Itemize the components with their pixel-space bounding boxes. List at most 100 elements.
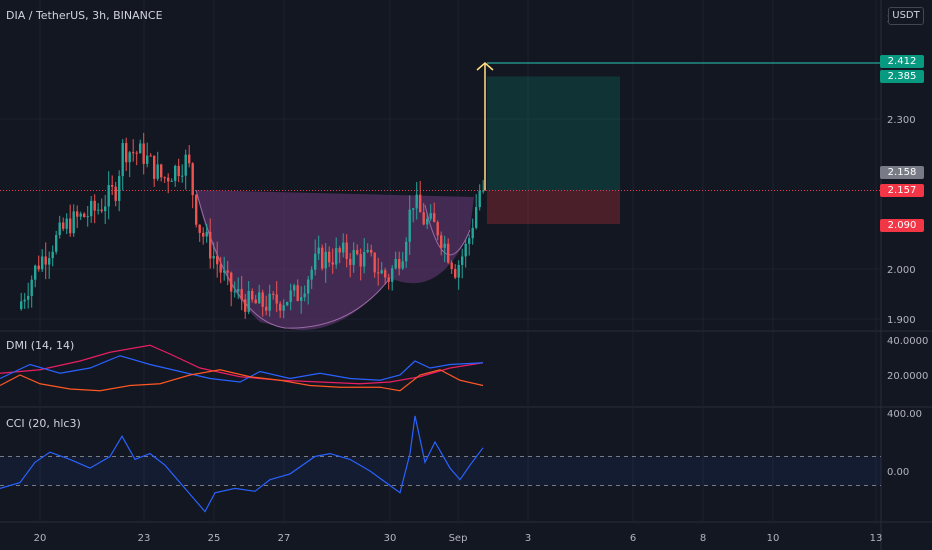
candle-body — [149, 155, 152, 157]
candle-body — [219, 264, 222, 273]
candle-body — [205, 231, 208, 237]
candle-body — [51, 251, 54, 259]
candle-body — [198, 224, 201, 233]
candle-body — [135, 152, 138, 154]
candle-body — [426, 218, 429, 225]
candle-body — [114, 186, 117, 201]
candle-body — [55, 235, 58, 252]
candle-body — [408, 209, 411, 242]
candle-body — [317, 247, 320, 254]
plus-di-line — [0, 355, 484, 383]
candle-body — [27, 295, 30, 300]
candle-body — [86, 216, 89, 218]
candle-body — [258, 292, 261, 304]
candle-body — [265, 306, 268, 311]
candle-body — [454, 269, 457, 278]
candle-body — [195, 195, 198, 225]
candle-body — [450, 262, 453, 270]
cci-line — [0, 415, 484, 513]
candle-body — [300, 297, 303, 301]
candle-body — [478, 190, 481, 208]
candle-body — [251, 290, 254, 300]
candle-body — [436, 222, 439, 236]
candle-body — [191, 163, 194, 196]
candle-body — [275, 294, 278, 304]
candle-body — [384, 270, 387, 278]
candle-body — [415, 194, 418, 209]
candle-body — [349, 258, 352, 265]
candle-body — [174, 165, 177, 181]
candle-body — [76, 211, 79, 217]
time-axis-label: Sep — [449, 533, 468, 544]
candle-body — [79, 213, 82, 217]
candle-body — [153, 155, 156, 179]
candle-body — [20, 301, 23, 309]
candle-body — [419, 194, 422, 213]
stop-loss-zone — [487, 190, 620, 224]
candle-body — [345, 242, 348, 259]
candle-body — [100, 209, 103, 212]
candle-body — [422, 212, 425, 225]
candle-body — [401, 261, 404, 269]
candle-body — [307, 279, 310, 294]
candle-body — [377, 272, 380, 274]
candle-body — [237, 289, 240, 292]
candle-body — [83, 213, 86, 217]
last-price-label: 2.157 — [880, 184, 924, 197]
candle-body — [464, 243, 467, 257]
candle-body — [209, 231, 212, 259]
candle-body — [177, 165, 180, 176]
time-axis-label: 27 — [278, 533, 291, 544]
candle-body — [338, 248, 341, 253]
currency-button[interactable]: USDT — [888, 7, 924, 25]
candle-body — [405, 241, 408, 262]
time-axis-label: 3 — [525, 533, 531, 544]
candle-body — [279, 303, 282, 311]
candle-body — [132, 152, 135, 154]
candle-body — [440, 235, 443, 248]
candle-body — [272, 293, 275, 295]
candle-body — [128, 152, 131, 163]
candle-body — [223, 270, 226, 273]
candle-body — [23, 299, 26, 302]
candle-body — [471, 227, 474, 239]
candle-body — [468, 238, 471, 244]
candle-body — [289, 290, 292, 302]
take-profit-zone — [487, 76, 620, 191]
candle-body — [216, 256, 219, 265]
candle-body — [461, 256, 464, 265]
minus-di-line — [0, 369, 484, 392]
candle-body — [44, 256, 47, 265]
time-axis-label: 10 — [767, 533, 780, 544]
candle-body — [240, 289, 243, 300]
candle-body — [48, 258, 51, 265]
candle-body — [104, 206, 107, 212]
candle-body — [125, 143, 128, 163]
candle-body — [37, 265, 40, 270]
candle-body — [370, 249, 373, 253]
candle-body — [321, 247, 324, 269]
stop-price-label: 2.090 — [880, 219, 924, 232]
time-axis-label: 25 — [208, 533, 221, 544]
candle-body — [170, 180, 173, 182]
candle-body — [142, 143, 145, 164]
handle-pattern-curve — [424, 204, 471, 256]
candle-body — [65, 218, 68, 229]
candle-body — [363, 251, 366, 267]
candle-body — [118, 176, 121, 201]
price-tick-label: 2.300 — [887, 115, 916, 126]
candle-body — [34, 265, 37, 280]
candle-body — [226, 270, 229, 273]
candle-body — [457, 264, 460, 278]
dmi-tick-label: 20.0000 — [887, 371, 928, 382]
candle-body — [296, 285, 299, 301]
candle-body — [121, 143, 124, 177]
candle-body — [111, 185, 114, 187]
last-price-gray-label: 2.158 — [880, 166, 924, 179]
time-axis-label: 8 — [700, 533, 706, 544]
candle-body — [90, 200, 93, 217]
candle-body — [380, 270, 383, 274]
candle-body — [387, 277, 390, 282]
candle-body — [328, 251, 331, 263]
